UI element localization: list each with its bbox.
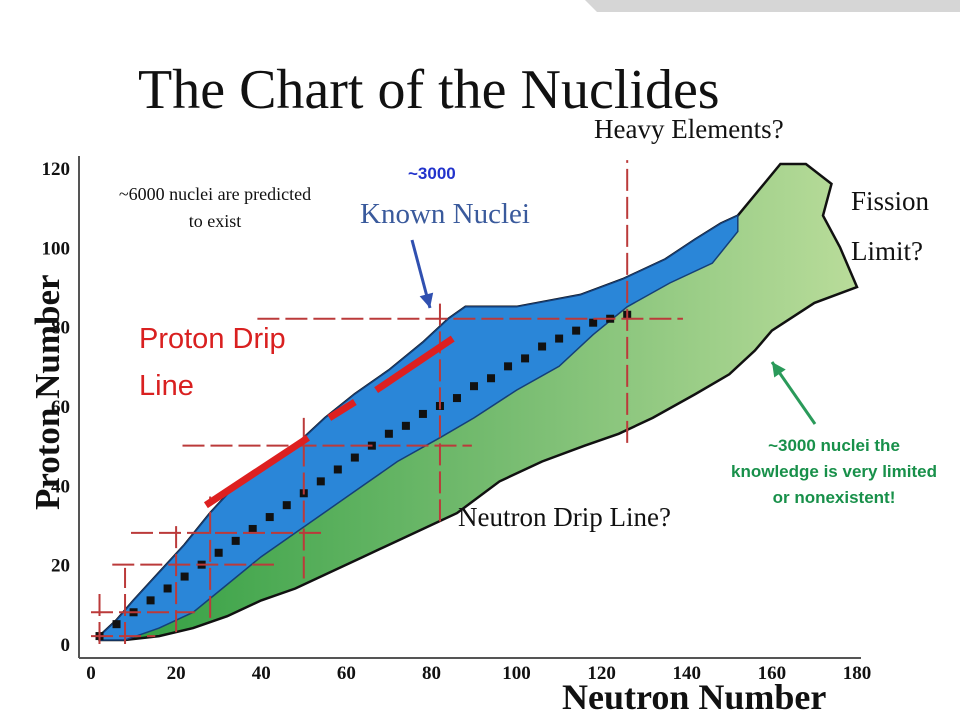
heavy-elements-label: Heavy Elements? [594, 114, 784, 144]
stable-nucleus [555, 334, 564, 343]
stable-nucleus [333, 465, 342, 474]
fission-label: Fission [851, 186, 930, 216]
predicted-nuclei-note: ~6000 nuclei are predicted to exist [118, 184, 312, 231]
corner-decoration [585, 0, 960, 12]
unknown-nuclei-arrow-head [772, 362, 786, 378]
proton-drip-segment [374, 335, 455, 394]
stable-nucleus [282, 501, 291, 510]
stable-nucleus [538, 342, 547, 351]
fission-limit-label: Limit? [851, 236, 923, 266]
x-tick-label: 20 [167, 663, 186, 684]
y-tick-label: 0 [61, 635, 71, 656]
x-tick-label: 40 [252, 663, 271, 684]
stable-nucleus [504, 362, 513, 371]
x-tick-label: 0 [86, 663, 96, 684]
stable-nucleus [452, 394, 461, 403]
stable-nucleus [265, 513, 274, 522]
stable-nucleus [146, 596, 155, 605]
stable-nucleus [384, 429, 393, 438]
stable-nucleus [572, 326, 581, 335]
x-tick-label: 140 [673, 663, 702, 684]
neutron-drip-line-label: Neutron Drip Line? [458, 502, 671, 532]
y-tick-label: 100 [42, 238, 71, 259]
stable-nucleus [487, 374, 496, 383]
x-tick-label: 100 [502, 663, 531, 684]
axes: 0 20 40 60 80 100 120 140 160 180 0 20 40 60 80 100 120 [42, 156, 872, 684]
x-tick-label: 60 [337, 663, 356, 684]
stable-nucleus [163, 584, 172, 593]
known-nuclei-label: Known Nuclei [360, 198, 530, 230]
stable-nucleus [112, 620, 121, 629]
x-tick-label: 120 [587, 663, 616, 684]
x-tick-label: 160 [758, 663, 787, 684]
y-axis-label: Proton Number [28, 274, 67, 510]
stable-nucleus [231, 536, 240, 545]
x-tick-label: 180 [843, 663, 872, 684]
known-nuclei-arrow-head [419, 292, 434, 308]
y-tick-label: 80 [51, 318, 70, 339]
stable-nucleus [470, 382, 478, 391]
unknown-nuclei-note: ~3000 nuclei the knowledge is very limit… [731, 436, 937, 507]
proton-drip-line-label: Proton Drip Line [139, 323, 286, 402]
stable-nucleus [214, 548, 223, 557]
proton-drip-line-marks [203, 335, 455, 509]
stable-nucleus [418, 409, 427, 418]
x-axis-label: Neutron Number [562, 677, 827, 717]
y-tick-label: 60 [51, 397, 70, 418]
y-tick-label: 120 [42, 159, 71, 180]
known-nuclei-region [98, 214, 739, 641]
stable-nucleus [401, 421, 410, 430]
stable-nucleus [316, 477, 325, 486]
stable-nucleus [521, 354, 530, 363]
stable-nucleus [248, 524, 257, 533]
y-tick-label: 20 [51, 556, 70, 577]
proton-drip-segment [203, 434, 310, 509]
stable-nucleus [180, 572, 189, 581]
slide-title: The Chart of the Nuclides [138, 59, 720, 121]
stable-nucleus [589, 318, 598, 327]
proton-drip-segment [327, 399, 357, 421]
stable-nucleus [350, 453, 359, 462]
arrows [410, 239, 817, 425]
y-tick-label: 40 [51, 476, 70, 497]
known-nuclei-count: ~3000 [408, 164, 456, 183]
x-tick-label: 80 [422, 663, 441, 684]
